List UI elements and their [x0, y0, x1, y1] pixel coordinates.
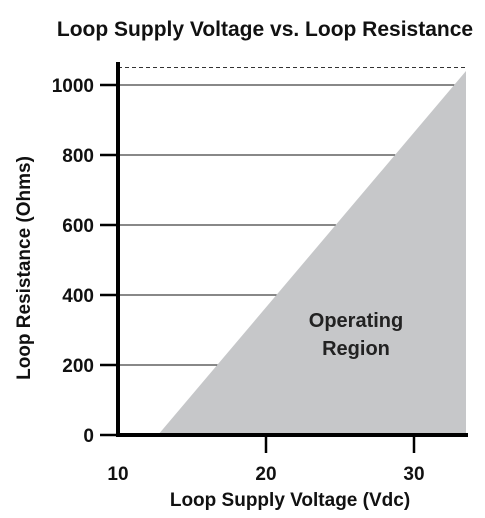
region-label-line1: Operating: [309, 310, 403, 332]
y-tick-label-800: 800: [62, 146, 94, 167]
x-tick-labels: 10 20 30: [107, 435, 425, 485]
x-axis-label: Loop Supply Voltage (Vdc): [170, 490, 410, 511]
y-tick-label-600: 600: [62, 216, 94, 237]
chart-title: Loop Supply Voltage vs. Loop Resistance: [57, 18, 473, 41]
y-tick-label-0: 0: [83, 426, 94, 447]
operating-region: [157, 71, 466, 435]
region-label-line2: Region: [322, 338, 390, 360]
x-tick-label-30: 30: [403, 464, 424, 485]
y-tick-label-200: 200: [62, 356, 94, 377]
y-axis-label: Loop Resistance (Ohms): [14, 156, 35, 380]
y-tick-label-1000: 1000: [52, 76, 94, 97]
x-tick-label-20: 20: [255, 464, 276, 485]
y-tick-label-400: 400: [62, 286, 94, 307]
x-tick-label-10: 10: [107, 464, 128, 485]
y-tick-labels: 0 200 400 600 800 1000: [52, 76, 118, 447]
